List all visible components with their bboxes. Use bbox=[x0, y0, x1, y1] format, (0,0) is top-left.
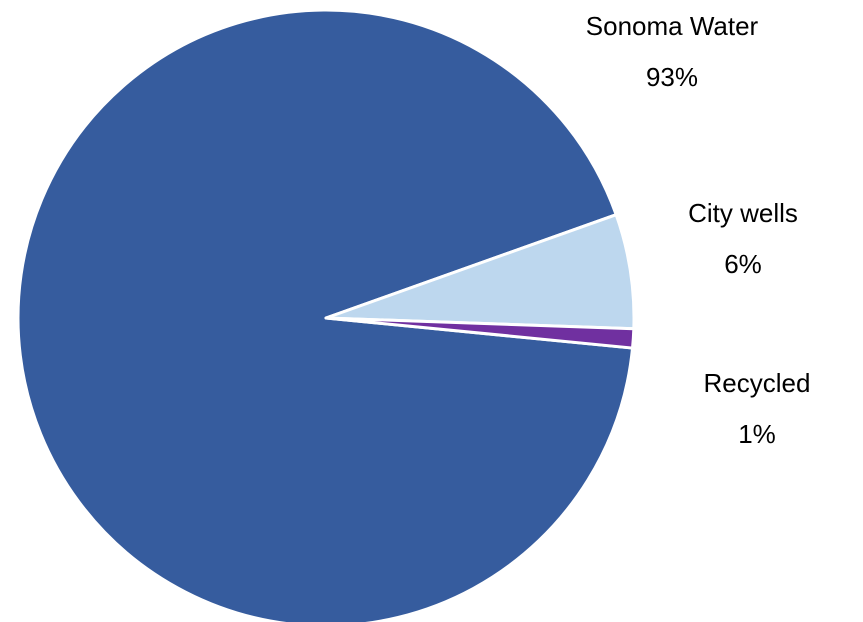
slice-value-label: 6% bbox=[724, 249, 762, 279]
slice-value-label: 93% bbox=[646, 62, 698, 92]
slice-value-label: 1% bbox=[738, 419, 776, 449]
pie-slice bbox=[324, 316, 636, 350]
slice-label: Recycled bbox=[704, 368, 811, 398]
slice-label: Sonoma Water bbox=[586, 11, 759, 41]
slice-label: City wells bbox=[688, 198, 798, 228]
pie-slice bbox=[16, 8, 635, 622]
